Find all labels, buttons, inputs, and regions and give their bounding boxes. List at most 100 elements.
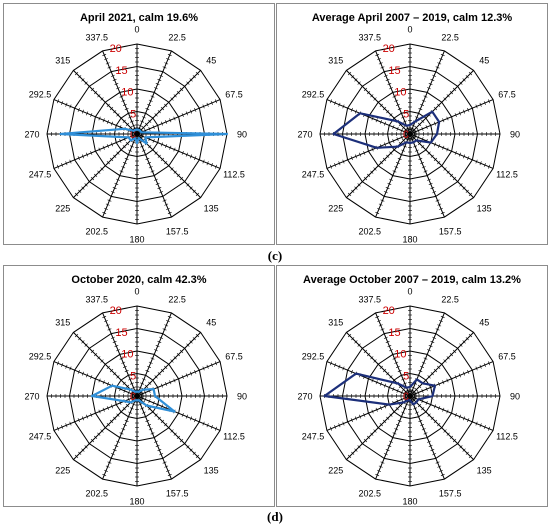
grid-tick xyxy=(81,186,85,190)
grid-tick xyxy=(106,381,109,386)
direction-label: 112.5 xyxy=(496,432,518,442)
grid-tick xyxy=(467,156,470,161)
grid-tick xyxy=(385,78,390,81)
grid-tick xyxy=(385,187,390,190)
grid-tick xyxy=(382,106,387,111)
grid-tick xyxy=(401,149,406,152)
grid-tick xyxy=(389,440,394,443)
radar-chart-average-october: Average October 2007 – 2019, calm 13.2%0… xyxy=(297,274,521,506)
grid-tick xyxy=(392,357,397,360)
grid-tick xyxy=(98,116,101,121)
grid-tick xyxy=(153,349,158,352)
grid-tick xyxy=(397,157,402,160)
grid-tick xyxy=(179,176,184,181)
grid-tick xyxy=(159,74,164,77)
grid-tick xyxy=(414,125,419,130)
grid-tick xyxy=(162,199,167,202)
grid-tick xyxy=(351,75,355,79)
grid-spoke xyxy=(102,133,138,218)
grid-tick xyxy=(148,361,153,364)
grid-tick xyxy=(425,387,428,392)
grid-tick xyxy=(74,71,79,76)
grid-tick xyxy=(121,166,126,169)
grid-tick xyxy=(395,407,399,411)
grid-spoke xyxy=(375,133,411,218)
grid-tick xyxy=(185,373,188,378)
grid-tick xyxy=(69,366,72,371)
grid-tick xyxy=(81,78,85,82)
series-line xyxy=(59,127,229,145)
grid-tick xyxy=(157,416,161,420)
radial-tick-label: 5 xyxy=(403,370,409,382)
grid-tick xyxy=(350,369,353,374)
grid-tick xyxy=(125,403,130,408)
grid-tick xyxy=(401,116,406,119)
grid-tick xyxy=(194,107,197,112)
grid-tick xyxy=(446,356,450,360)
grid-tick xyxy=(357,183,361,187)
grid-tick xyxy=(465,451,469,455)
grid-tick xyxy=(446,116,449,121)
grid-tick xyxy=(81,109,84,114)
grid-tick xyxy=(186,183,190,187)
grid-tick xyxy=(442,145,445,150)
grid-tick xyxy=(442,407,445,412)
grid-tick xyxy=(468,192,473,197)
grid-tick xyxy=(86,373,89,378)
grid-spoke xyxy=(136,395,172,480)
grid-tick xyxy=(86,111,89,116)
grid-tick xyxy=(106,144,109,149)
grid-tick xyxy=(401,378,406,381)
grid-tick xyxy=(169,145,172,150)
radial-tick-label: 10 xyxy=(394,349,406,361)
grid-tick xyxy=(465,337,469,341)
radar-chart-average-april: Average April 2007 – 2019, calm 12.3%022… xyxy=(297,12,520,244)
grid-tick xyxy=(155,83,160,86)
grid-tick xyxy=(61,162,64,167)
grid-tick xyxy=(112,78,117,81)
radial-tick-label: 20 xyxy=(383,43,395,55)
grid-tick xyxy=(119,95,124,98)
grid-tick xyxy=(354,78,358,82)
grid-tick xyxy=(107,328,112,331)
grid-tick xyxy=(396,126,399,131)
grid-tick xyxy=(417,403,422,408)
grid-tick xyxy=(116,87,121,90)
grid-tick xyxy=(342,421,345,426)
grid-spoke xyxy=(73,133,138,198)
grid-tick xyxy=(386,110,390,114)
grid-tick xyxy=(86,414,89,419)
grid-tick xyxy=(138,124,143,127)
grid-tick xyxy=(77,156,80,161)
grid-tick xyxy=(446,409,449,414)
grid-spoke xyxy=(102,312,138,397)
grid-tick xyxy=(194,369,197,374)
grid-tick xyxy=(181,412,184,417)
grid-tick xyxy=(438,381,441,386)
grid-tick xyxy=(438,58,443,61)
grid-tick xyxy=(395,103,400,106)
direction-label: 270 xyxy=(297,130,312,140)
grid-tick xyxy=(157,154,161,158)
grid-tick xyxy=(363,176,368,181)
grid-tick xyxy=(113,416,117,420)
grid-tick xyxy=(77,418,80,423)
grid-tick xyxy=(440,211,445,215)
direction-label: 22.5 xyxy=(441,33,459,43)
grid-tick xyxy=(454,113,457,118)
grid-tick xyxy=(379,406,382,411)
grid-tick xyxy=(449,173,454,178)
direction-label: 292.5 xyxy=(302,89,325,99)
grid-tick xyxy=(122,145,126,149)
grid-tick xyxy=(195,333,200,338)
grid-tick xyxy=(389,113,393,117)
grid-tick xyxy=(56,164,60,169)
grid-tick xyxy=(417,390,420,395)
grid-tick xyxy=(363,412,366,417)
grid-tick xyxy=(157,110,161,114)
grid-tick xyxy=(383,74,388,77)
direction-label: 247.5 xyxy=(302,432,325,442)
direction-label: 315 xyxy=(328,55,343,65)
grid-tick xyxy=(122,381,126,385)
grid-tick xyxy=(351,451,355,455)
